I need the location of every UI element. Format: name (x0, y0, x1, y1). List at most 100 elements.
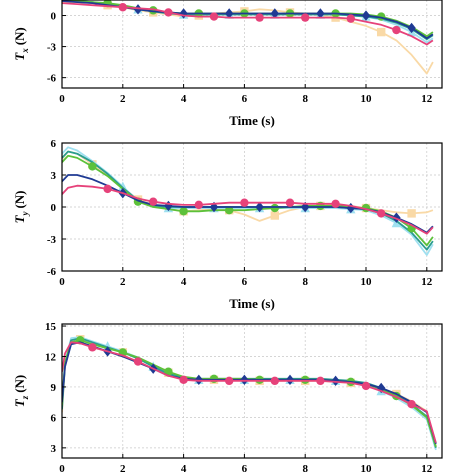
marker-tz-pink (225, 376, 234, 386)
x-tick-label: 0 (59, 463, 65, 474)
plot-frame (61, 323, 443, 459)
x-tick-label: 8 (302, 463, 308, 474)
y-axis-symbol: T (12, 215, 27, 224)
y-axis-subscript: x (20, 48, 30, 54)
marker-tz-navy (194, 374, 203, 386)
x-tick-label: 4 (181, 93, 187, 105)
y-tick-label: 3 (51, 443, 57, 455)
marker-tz-green (209, 374, 219, 384)
marker-ty-green (225, 206, 234, 215)
marker-tx-pink (346, 14, 355, 23)
x-tick-label: 12 (421, 276, 433, 288)
marker-tz-navy (331, 375, 340, 387)
y-axis-symbol: T (12, 398, 27, 407)
y-axis-title: Tz (N) (12, 375, 30, 408)
marker-tz-pink (270, 376, 279, 386)
x-tick-label: 10 (361, 276, 373, 288)
series-group (62, 146, 434, 256)
marker-tz-navy (240, 374, 249, 386)
y-tick-label: -6 (47, 266, 57, 278)
marker-tx-navy (133, 4, 143, 15)
marker-tx-navy (225, 8, 234, 19)
marker-tx-pink (301, 13, 310, 22)
y-tick-label: 0 (51, 11, 57, 23)
x-tick-label: 8 (302, 93, 308, 105)
series-line-tz-pink (62, 341, 437, 444)
x-tick-label: 4 (181, 463, 187, 474)
marker-ty-cyan (118, 181, 128, 191)
marker-ty-pink (331, 199, 340, 208)
x-tick-label: 10 (361, 463, 373, 474)
marker-ty-pink (240, 198, 249, 207)
series-group (62, 0, 434, 75)
marker-tz-pink (407, 399, 416, 409)
series-line-ty-green (62, 154, 434, 247)
y-tick-label: 9 (51, 382, 57, 394)
marker-ty-navy (209, 201, 219, 213)
x-axis-title: Time (s) (229, 296, 275, 311)
chart-ty: 0 2 4 6 8 10 12 -6 -3 0 3 6 Time (s) Ty (N) (12, 138, 443, 311)
x-tick-label: 12 (421, 93, 433, 105)
marker-tz-pink (133, 357, 143, 366)
y-tick-label: 6 (51, 138, 57, 150)
y-tick-label: 15 (45, 321, 57, 333)
marker-tx-navy (316, 8, 325, 19)
x-tick-label: 6 (242, 93, 248, 105)
marker-ty-pink (377, 209, 386, 218)
y-tick-label: -3 (47, 42, 57, 54)
x-tick-label: 8 (302, 276, 308, 288)
marker-tz-pink (179, 375, 188, 385)
chart-tz: 0 2 4 6 8 10 12 3 6 9 12 15 Tz (N) (12, 321, 443, 474)
y-axis-unit: (N) (12, 27, 27, 45)
marker-tz-pink (88, 343, 97, 352)
marker-ty-pink (103, 184, 112, 194)
x-tick-label: 12 (421, 463, 433, 474)
marker-ty-peach (407, 209, 416, 218)
y-tick-label: 12 (45, 351, 57, 363)
marker-tx-pink (209, 12, 219, 21)
marker-tx-pink (255, 13, 264, 22)
marker-tx-navy (361, 10, 371, 21)
marker-tx-peach (377, 27, 386, 37)
marker-tx-green (149, 6, 158, 15)
marker-tx-pink (118, 3, 128, 12)
marker-ty-pink (285, 198, 295, 207)
y-axis-subscript: y (20, 211, 30, 217)
marker-tx-pink (164, 8, 173, 17)
x-tick-label: 2 (120, 463, 126, 474)
marker-ty-green (88, 162, 97, 171)
y-tick-label: 6 (51, 412, 57, 424)
y-tick-label: 3 (51, 170, 57, 182)
y-tick-label: -6 (47, 73, 57, 85)
plot-frame (61, 0, 443, 89)
marker-ty-green (270, 203, 279, 213)
x-tick-label: 6 (242, 276, 248, 288)
y-axis-subscript: z (20, 395, 30, 400)
marker-tz-green (164, 367, 173, 376)
marker-ty-peach (270, 211, 279, 220)
series-group (62, 335, 437, 451)
marker-ty-pink (149, 197, 158, 206)
marker-tz-pink (316, 376, 325, 386)
marker-tx-navy (270, 8, 279, 19)
x-tick-label: 2 (120, 93, 126, 105)
y-axis-symbol: T (12, 52, 27, 61)
y-tick-label: 0 (51, 202, 57, 214)
marker-tz-pink (361, 381, 371, 391)
marker-tz-navy (285, 374, 295, 386)
x-tick-label: 4 (181, 276, 187, 288)
chart-tx: 0 2 4 6 8 10 12 -6 -3 0 Time (s) Tx (N) (12, 0, 443, 128)
x-tick-label: 0 (59, 93, 65, 105)
x-tick-label: 10 (361, 93, 373, 105)
x-tick-label: 6 (242, 463, 248, 474)
y-axis-title: Tx (N) (12, 27, 30, 61)
marker-ty-navy (255, 201, 264, 213)
marker-ty-green (179, 207, 188, 216)
x-tick-label: 0 (59, 276, 65, 288)
marker-ty-pink (194, 200, 203, 210)
marker-tx-navy (407, 22, 416, 34)
x-tick-label: 2 (120, 276, 126, 288)
y-axis-unit: (N) (12, 191, 27, 209)
y-axis-title: Ty (N) (12, 191, 30, 224)
y-tick-label: -3 (47, 234, 57, 246)
